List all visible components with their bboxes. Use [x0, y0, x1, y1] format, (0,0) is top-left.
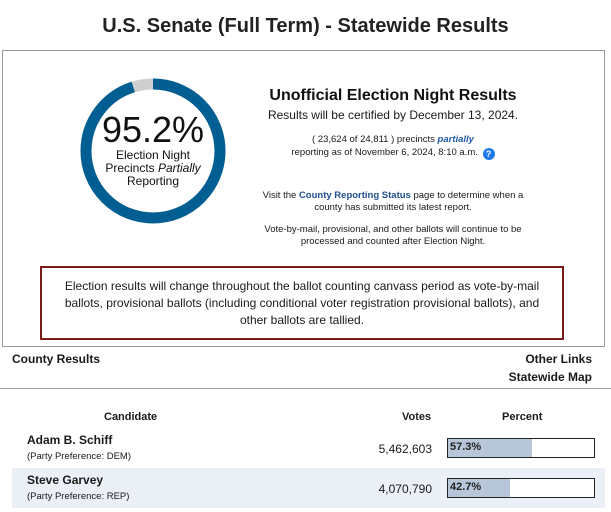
percent-label: 57.3% — [450, 441, 482, 453]
reporting-label-line3: Reporting — [126, 173, 180, 188]
reporting-percent: 95.2% — [101, 108, 205, 150]
percent-bar-fill — [448, 439, 532, 457]
results-heading: Unofficial Election Night Results — [269, 87, 517, 104]
table-row: Steve Garvey (Party Preference: REP) 4,0… — [12, 468, 605, 508]
candidate-votes: 5,462,603 — [378, 442, 432, 456]
percent-bar-fill — [448, 479, 511, 497]
reporting-label-line2: Precincts Partially — [105, 160, 201, 175]
results-info: Unofficial Election Night Results Result… — [250, 86, 536, 248]
page-title: U.S. Senate (Full Term) - Statewide Resu… — [102, 14, 509, 37]
percent-label: 42.7% — [450, 481, 482, 493]
county-reporting-status-link[interactable]: County Reporting Status — [298, 190, 411, 201]
candidate-name: Steve Garvey — [27, 473, 104, 487]
results-panel — [2, 50, 605, 346]
visit-note: Visit the County Reporting Status page t… — [262, 190, 524, 213]
donut-center: 95.2% Election Night Precincts Partially… — [78, 76, 228, 226]
percent-bar: 57.3% — [447, 438, 595, 458]
candidate-votes: 4,070,790 — [378, 482, 432, 496]
candidate-party: (Party Preference: DEM) — [27, 451, 131, 462]
statewide-map-link[interactable]: Statewide Map — [508, 370, 592, 384]
other-links-label: Other Links — [525, 352, 592, 366]
reporting-donut-chart — [80, 78, 226, 224]
notice-box: Election results will change throughout … — [40, 266, 564, 340]
candidate-name: Adam B. Schiff — [27, 433, 113, 447]
certification-date: Results will be certified by December 13… — [267, 108, 519, 122]
vbm-note: Vote-by-mail, provisional, and other bal… — [264, 224, 522, 247]
percent-bar: 42.7% — [447, 478, 595, 498]
precincts-status: ( 23,624 of 24,811 ) precincts partially… — [250, 133, 536, 160]
donut-progress-arc — [80, 78, 226, 224]
votes-header: Votes — [402, 411, 432, 423]
county-results-title[interactable]: County Results — [12, 352, 101, 366]
county-results-bar: County Results Other Links Statewide Map — [0, 346, 611, 389]
table-row: Adam B. Schiff (Party Preference: DEM) 5… — [12, 428, 605, 468]
candidate-party: (Party Preference: REP) — [27, 491, 130, 502]
question-circle-icon[interactable]: ? — [482, 148, 495, 160]
title-divider — [2, 50, 605, 51]
percent-header: Percent — [502, 411, 543, 423]
candidate-header: Candidate — [104, 411, 158, 423]
reporting-label-line1: Election Night — [115, 147, 191, 162]
